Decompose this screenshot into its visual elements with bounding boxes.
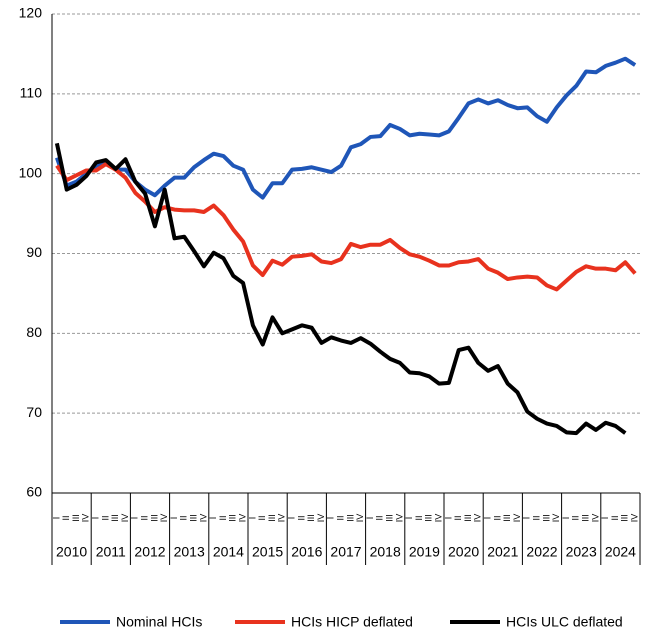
- quarter-label: III: [149, 514, 159, 522]
- year-label: 2014: [213, 544, 244, 560]
- year-label: 2017: [330, 544, 361, 560]
- year-label: 2016: [291, 544, 322, 560]
- quarter-label: II: [100, 515, 110, 520]
- y-tick-label: 100: [19, 164, 43, 180]
- quarter-label: I: [169, 517, 179, 520]
- y-tick-label: 60: [26, 484, 42, 500]
- quarter-label: III: [541, 514, 551, 522]
- quarter-label: IV: [355, 514, 365, 523]
- year-label: 2018: [370, 544, 401, 560]
- quarter-label: II: [453, 515, 463, 520]
- quarter-label: III: [188, 514, 198, 522]
- y-tick-label: 90: [26, 244, 42, 260]
- quarter-label: III: [463, 514, 473, 522]
- quarter-label: II: [375, 515, 385, 520]
- quarter-label: I: [443, 517, 453, 520]
- year-label: 2024: [605, 544, 636, 560]
- quarter-label: IV: [629, 514, 639, 523]
- year-label: 2021: [487, 544, 518, 560]
- quarter-label: III: [424, 514, 434, 522]
- quarter-label: IV: [394, 514, 404, 523]
- quarter-label: I: [522, 517, 532, 520]
- quarter-label: III: [228, 514, 238, 522]
- legend-label: HCIs HICP deflated: [291, 614, 413, 630]
- quarter-label: III: [620, 514, 630, 522]
- quarter-label: III: [267, 514, 277, 522]
- year-label: 2012: [134, 544, 165, 560]
- quarter-label: II: [531, 515, 541, 520]
- quarter-label: I: [404, 517, 414, 520]
- quarter-label: IV: [473, 514, 483, 523]
- year-label: 2010: [56, 544, 87, 560]
- quarter-label: I: [51, 517, 61, 520]
- quarter-label: IV: [120, 514, 130, 523]
- quarter-label: IV: [433, 514, 443, 523]
- quarter-label: II: [571, 515, 581, 520]
- year-label: 2022: [526, 544, 557, 560]
- quarter-label: III: [71, 514, 81, 522]
- quarter-label: III: [580, 514, 590, 522]
- quarter-label: III: [110, 514, 120, 522]
- year-label: 2019: [409, 544, 440, 560]
- quarter-label: II: [139, 515, 149, 520]
- quarter-label: I: [247, 517, 257, 520]
- quarter-label: IV: [159, 514, 169, 523]
- quarter-label: I: [561, 517, 571, 520]
- year-label: 2023: [566, 544, 597, 560]
- series-line: [55, 162, 637, 292]
- legend-label: Nominal HCIs: [116, 614, 202, 630]
- quarter-label: IV: [512, 514, 522, 523]
- y-tick-label: 110: [20, 85, 43, 101]
- quarter-label: I: [326, 517, 336, 520]
- quarter-label: IV: [590, 514, 600, 523]
- quarter-label: II: [61, 515, 71, 520]
- quarter-label: II: [257, 515, 267, 520]
- quarter-label: III: [306, 514, 316, 522]
- quarter-label: II: [492, 515, 502, 520]
- quarter-label: IV: [237, 514, 247, 523]
- quarter-label: I: [286, 517, 296, 520]
- quarter-label: IV: [198, 514, 208, 523]
- quarter-label: I: [365, 517, 375, 520]
- year-label: 2015: [252, 544, 283, 560]
- year-label: 2011: [96, 544, 126, 560]
- quarter-label: I: [482, 517, 492, 520]
- quarter-label: IV: [81, 514, 91, 523]
- quarter-label: II: [414, 515, 424, 520]
- legend-label: HCIs ULC deflated: [506, 614, 623, 630]
- y-tick-label: 80: [26, 324, 42, 340]
- y-tick-label: 120: [19, 5, 43, 21]
- quarter-label: IV: [277, 514, 287, 523]
- year-label: 2020: [448, 544, 479, 560]
- series-line: [55, 56, 637, 200]
- quarter-label: II: [218, 515, 228, 520]
- year-label: 2013: [174, 544, 205, 560]
- quarter-label: IV: [551, 514, 561, 523]
- y-tick-label: 70: [26, 404, 42, 420]
- quarter-label: III: [502, 514, 512, 522]
- quarter-label: I: [600, 517, 610, 520]
- quarter-label: II: [610, 515, 620, 520]
- quarter-label: I: [90, 517, 100, 520]
- quarter-label: II: [296, 515, 306, 520]
- quarter-label: III: [384, 514, 394, 522]
- quarter-label: IV: [316, 514, 326, 523]
- quarter-label: II: [335, 515, 345, 520]
- quarter-label: III: [345, 514, 355, 522]
- quarter-label: I: [130, 517, 140, 520]
- quarter-label: I: [208, 517, 218, 520]
- series-line: [54, 142, 627, 436]
- quarter-label: II: [179, 515, 189, 520]
